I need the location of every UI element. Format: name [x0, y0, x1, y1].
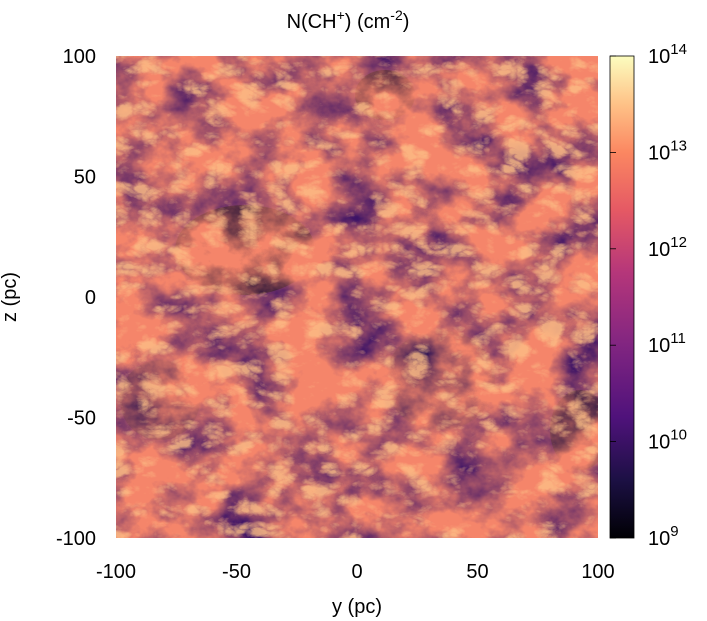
title-suffix: ) — [403, 11, 410, 33]
colorbar — [609, 55, 635, 539]
colorbar-tick-base: 10 — [648, 239, 670, 261]
y-tick-label: 100 — [63, 46, 96, 68]
colorbar-tick-base: 10 — [648, 46, 670, 68]
colorbar-tick-label: 1010 — [648, 427, 687, 454]
title-superscript: + — [337, 7, 345, 23]
colorbar-tick-label: 109 — [648, 523, 679, 550]
y-tick-label: -100 — [56, 528, 96, 550]
colorbar-tick-base: 10 — [648, 142, 670, 164]
title-middle: ) (cm — [345, 11, 391, 33]
x-tick-label: -50 — [222, 561, 251, 583]
y-tick-label: 0 — [85, 287, 96, 309]
heatmap-panel — [116, 56, 598, 538]
colorbar-tick-label: 1011 — [648, 330, 686, 357]
colorbar-tick-exponent: 12 — [670, 234, 687, 251]
colorbar-tick-base: 10 — [648, 432, 670, 454]
colorbar-tick-exponent: 9 — [670, 523, 678, 540]
x-axis-ticks: -100 -50 0 50 100 — [96, 561, 615, 583]
x-tick-label: 0 — [351, 561, 362, 583]
y-tick-label: 50 — [74, 167, 96, 189]
colorbar-tick-exponent: 14 — [670, 41, 687, 58]
colorbar-tick-label: 1014 — [648, 41, 687, 68]
x-axis-label: y (pc) — [332, 596, 382, 618]
colorbar-tick-base: 10 — [648, 528, 670, 550]
chart-title: N(CH+) (cm-2) — [287, 7, 410, 33]
y-axis-label: z (pc) — [0, 272, 21, 322]
y-tick-label: -50 — [67, 408, 96, 430]
y-axis-ticks: 100 50 0 -50 -100 — [56, 46, 96, 550]
x-tick-label: 100 — [581, 561, 614, 583]
filament-highlight-layer — [116, 56, 598, 538]
x-tick-label: 50 — [466, 561, 488, 583]
colorbar-tick-exponent: 11 — [670, 330, 686, 347]
title-prefix: N(CH — [287, 11, 337, 33]
colorbar-tick-label: 1013 — [648, 137, 687, 164]
colorbar-tick-exponent: 10 — [670, 427, 687, 444]
colorbar-tick-label: 1012 — [648, 234, 687, 261]
x-tick-label: -100 — [96, 561, 136, 583]
colorbar-tick-base: 10 — [648, 335, 670, 357]
colorbar-tick-exponent: 13 — [670, 137, 687, 154]
title-unit-exponent: -2 — [390, 7, 403, 23]
